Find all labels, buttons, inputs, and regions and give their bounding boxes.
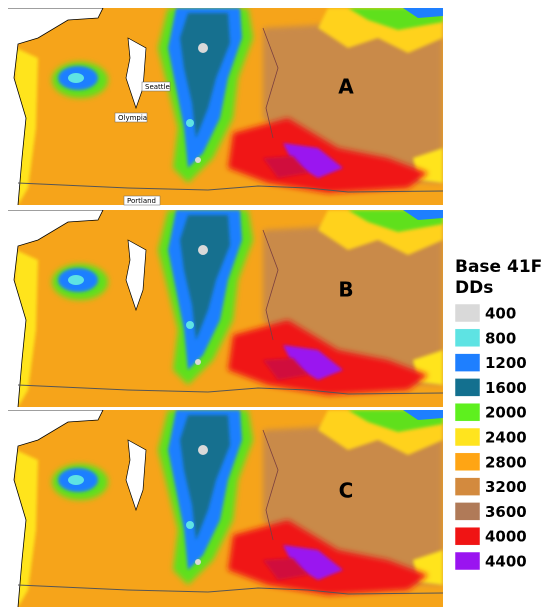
legend-label: 400 (485, 305, 516, 323)
legend-label: 4400 (485, 553, 527, 571)
legend-swatch (454, 477, 481, 496)
legend-swatch (454, 502, 481, 521)
legend-label: 3200 (485, 478, 527, 496)
city-label: Olympia (118, 114, 147, 122)
city-box (123, 195, 161, 206)
legend-label: 4000 (485, 528, 527, 546)
map-panel (8, 8, 443, 205)
legend-label: 2800 (485, 453, 527, 471)
legend-swatch (454, 427, 481, 447)
city-label: Seattle (145, 83, 170, 91)
legend-label: 800 (485, 329, 516, 347)
legend-label: 1600 (485, 379, 527, 397)
legend-swatch (454, 353, 481, 372)
city-box (114, 112, 148, 123)
legend-swatch (454, 378, 481, 397)
legend-swatch (454, 526, 481, 546)
legend-swatch (454, 452, 481, 472)
legend-title: DDs (455, 278, 493, 298)
map-panel (8, 210, 443, 407)
city-label: Portland (127, 197, 156, 205)
map-panel (8, 410, 443, 607)
legend-swatch (454, 402, 481, 422)
panel-label: B (338, 278, 353, 302)
legend-swatch (454, 551, 481, 571)
legend-swatch (454, 303, 481, 323)
panel-label: C (339, 479, 354, 503)
legend-label: 1200 (485, 354, 527, 372)
city-box (141, 81, 171, 92)
legend-title: Base 41F (455, 257, 542, 277)
legend-label: 2400 (485, 429, 527, 447)
legend-label: 2000 (485, 404, 527, 422)
legend: 400 800 1200 1600 2000 2400 2800 3200 3600 4000 44… (454, 303, 527, 571)
legend-swatch (454, 328, 481, 348)
panel-label: A (338, 75, 354, 99)
legend-label: 3600 (485, 503, 527, 521)
